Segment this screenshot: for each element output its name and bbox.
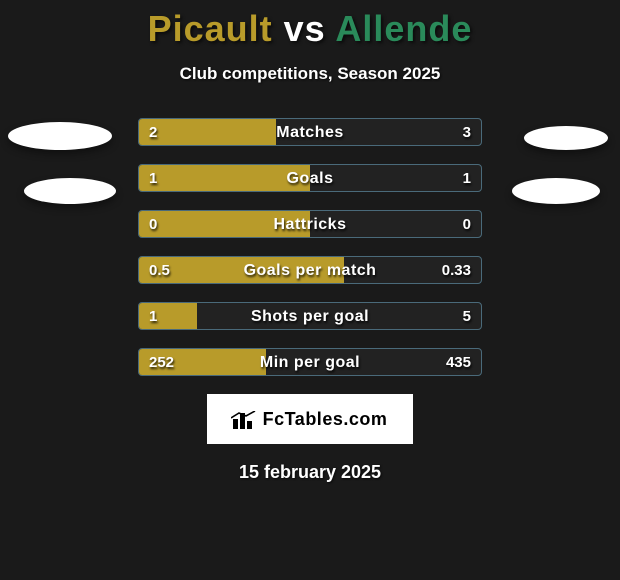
left-logo-placeholder-2 (24, 178, 116, 204)
right-logo-placeholder-1 (524, 126, 608, 150)
comparison-title: Picault vs Allende (0, 0, 620, 50)
chart-icon (233, 409, 257, 429)
date-text: 15 february 2025 (0, 462, 620, 483)
stat-bar: 00Hattricks (138, 210, 482, 238)
stat-label: Goals per match (139, 257, 481, 284)
stat-label: Hattricks (139, 211, 481, 238)
vs-separator: vs (284, 8, 326, 49)
stat-label: Goals (139, 165, 481, 192)
stat-bar: 23Matches (138, 118, 482, 146)
brand-badge: FcTables.com (207, 394, 413, 444)
left-logo-placeholder-1 (8, 122, 112, 150)
stat-bar: 0.50.33Goals per match (138, 256, 482, 284)
player2-name: Allende (335, 8, 472, 49)
stat-bar: 15Shots per goal (138, 302, 482, 330)
stat-bar: 11Goals (138, 164, 482, 192)
subtitle: Club competitions, Season 2025 (0, 64, 620, 84)
stat-label: Matches (139, 119, 481, 146)
brand-text: FcTables.com (263, 409, 388, 430)
right-logo-placeholder-2 (512, 178, 600, 204)
player1-name: Picault (148, 8, 273, 49)
stat-bars-container: 23Matches 11Goals 00Hattricks 0.50.33Goals … (138, 118, 482, 376)
stat-label: Min per goal (139, 349, 481, 376)
stat-bar: 252435Min per goal (138, 348, 482, 376)
stat-label: Shots per goal (139, 303, 481, 330)
